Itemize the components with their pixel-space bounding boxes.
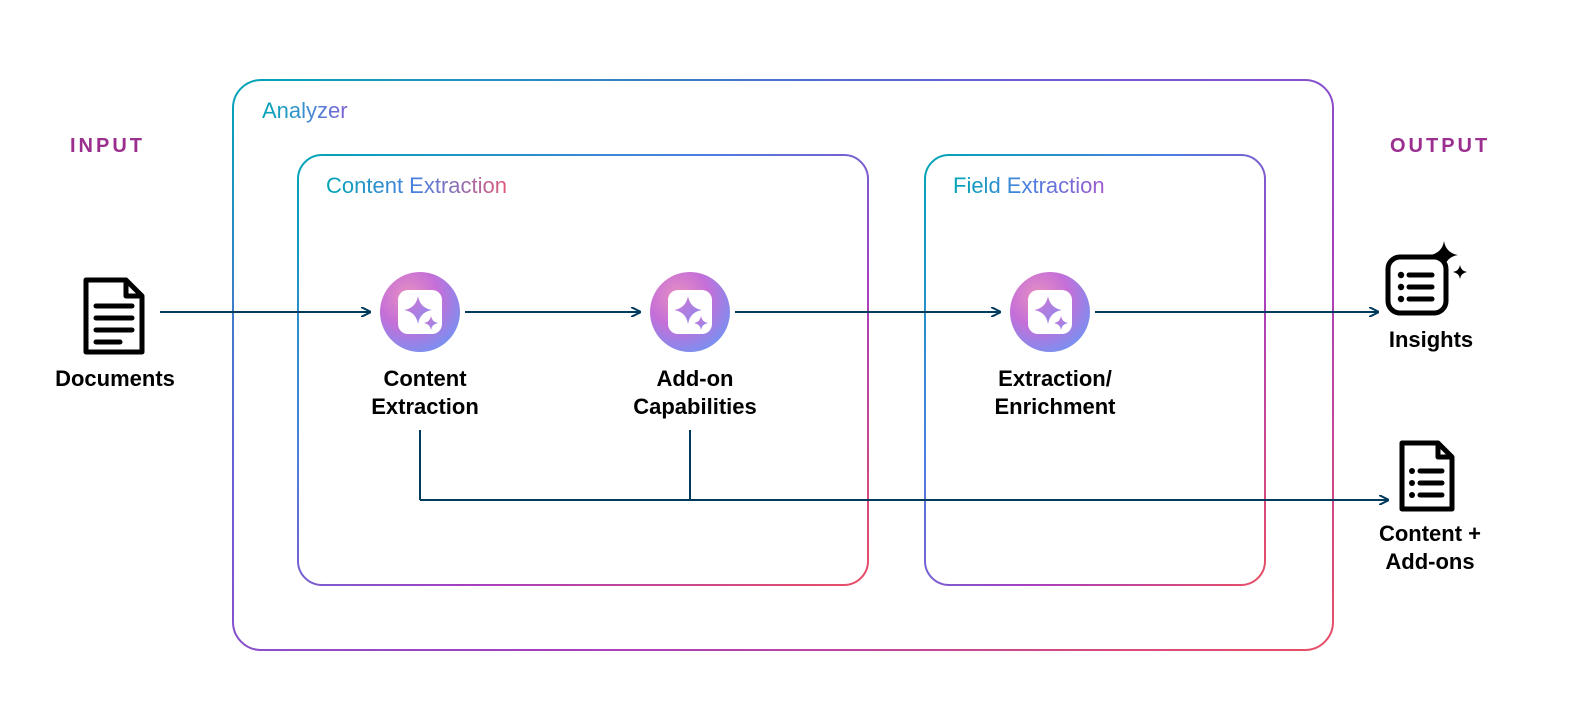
insights-output-label: Insights (1386, 326, 1476, 354)
content-extraction-label: Content Extraction (326, 173, 507, 199)
label-line1: Extraction/ (998, 366, 1112, 391)
branch-connector (420, 430, 1388, 500)
label-line1: Content (383, 366, 466, 391)
label-line1: Insights (1389, 327, 1473, 352)
extraction-enrichment-node-label: Extraction/ Enrichment (990, 365, 1120, 420)
addon-capabilities-node-label: Add-on Capabilities (630, 365, 760, 420)
analyzer-label: Analyzer (262, 98, 348, 124)
content-addons-output-label: Content + Add-ons (1375, 520, 1485, 575)
document-list-icon (1402, 443, 1452, 509)
sparkle-badge-addon (650, 272, 730, 352)
field-extraction-label: Field Extraction (953, 173, 1105, 199)
document-icon (86, 280, 142, 352)
sparkle-badge-extraction (1010, 272, 1090, 352)
label-line2: Add-ons (1385, 549, 1474, 574)
label-line2: Capabilities (633, 394, 756, 419)
diagram-canvas: INPUT OUTPUT (0, 0, 1590, 703)
insights-icon (1388, 241, 1467, 313)
input-documents-label: Documents (50, 365, 180, 393)
label-line2: Enrichment (994, 394, 1115, 419)
label-line1: Add-on (657, 366, 734, 391)
content-extraction-node-label: Content Extraction (370, 365, 480, 420)
diagram-svg (0, 0, 1590, 703)
sparkle-badge-content (380, 272, 460, 352)
label-line1: Content + (1379, 521, 1481, 546)
label-line2: Extraction (371, 394, 479, 419)
